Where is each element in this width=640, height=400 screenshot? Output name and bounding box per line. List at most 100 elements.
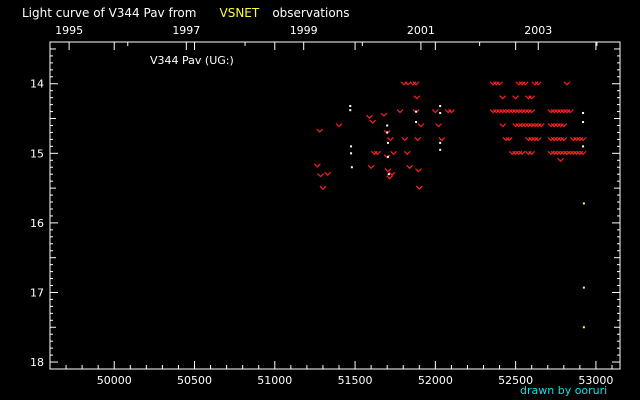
upper-limit-point	[403, 150, 411, 156]
upper-limit-point	[366, 114, 373, 119]
y-tick-label: 18	[30, 356, 44, 369]
visual-observation-point	[439, 141, 442, 144]
upper-limit-point	[386, 175, 394, 180]
visual-observation-point	[415, 121, 418, 124]
visual-observation-point	[386, 131, 389, 134]
upper-limit-point	[386, 136, 394, 142]
axes: 50000 50500 51000 51500 52000 52500 53000 1995 1…	[30, 24, 620, 387]
x-tick-label: 50000	[97, 374, 132, 387]
upper-limit-point	[367, 164, 375, 170]
upper-limit-point	[505, 136, 513, 142]
upper-limit-point	[447, 109, 455, 114]
year-tick-label: 1995	[55, 24, 83, 37]
year-tick-label: 1999	[290, 24, 318, 37]
x-tick-label: 51500	[338, 374, 373, 387]
visual-observation-point	[350, 166, 353, 169]
upper-limit-point	[496, 81, 504, 86]
upper-limit-point	[499, 95, 507, 100]
upper-limit-point	[374, 150, 381, 156]
upper-limit-point	[384, 168, 392, 173]
upper-limit-point	[396, 109, 404, 114]
upper-limit-point	[369, 119, 377, 124]
data-points	[313, 81, 587, 329]
photographic-observation-point	[582, 202, 585, 205]
chart-title-source: VSNET	[220, 6, 260, 20]
upper-limit-point	[413, 95, 421, 100]
upper-limit-point	[537, 123, 545, 128]
upper-limit-point	[560, 123, 568, 128]
photographic-observation-point	[582, 286, 585, 289]
upper-limit-point	[438, 136, 446, 142]
upper-limit-point	[388, 171, 396, 177]
upper-limit-point	[383, 154, 391, 159]
upper-limit-point	[383, 130, 391, 135]
year-tick-label: 2001	[407, 24, 435, 37]
y-tick-label: 15	[30, 147, 44, 160]
x-tick-label: 51000	[257, 374, 292, 387]
upper-limit-point	[319, 185, 327, 190]
upper-limit-point	[579, 136, 587, 142]
x-tick-label: 52000	[418, 374, 453, 387]
visual-observation-point	[582, 111, 585, 114]
upper-limit-point	[579, 150, 587, 156]
upper-limit-point	[560, 136, 568, 142]
chart-title-prefix: Light curve of V344 Pav from	[22, 6, 196, 20]
y-tick-label: 17	[30, 286, 44, 299]
upper-limit-point	[415, 185, 423, 190]
upper-limit-point	[563, 81, 571, 86]
visual-observation-point	[582, 145, 585, 148]
upper-limit-point	[313, 163, 321, 168]
visual-observation-point	[415, 110, 418, 113]
upper-limit-point	[518, 150, 526, 156]
upper-limit-point	[417, 123, 425, 128]
visual-observation-point	[386, 155, 389, 158]
visual-observation-point	[439, 111, 442, 114]
visual-observation-point	[386, 141, 389, 144]
upper-limit-point	[335, 123, 343, 128]
upper-limit-point	[406, 164, 414, 170]
upper-limit-point	[431, 109, 439, 114]
visual-observation-point	[387, 173, 390, 176]
visual-observation-point	[349, 105, 352, 108]
year-tick-label: 1997	[172, 24, 200, 37]
visual-observation-point	[349, 109, 352, 112]
photographic-observation-point	[582, 326, 585, 329]
x-tick-label: 52500	[498, 374, 533, 387]
plot-frame	[49, 41, 621, 370]
upper-limit-point	[521, 81, 529, 86]
upper-limit-point	[534, 81, 542, 86]
visual-observation-point	[350, 152, 353, 155]
upper-limit-point	[557, 157, 565, 163]
visual-observation-point	[582, 121, 585, 124]
upper-limit-point	[412, 81, 420, 86]
upper-limit-point	[534, 136, 542, 142]
upper-limit-point	[317, 173, 324, 178]
star-annotation: V344 Pav (UG:)	[150, 54, 234, 67]
chart-title-suffix: observations	[272, 6, 349, 20]
chart-title: Light curve of V344 Pav from VSNET obser…	[22, 2, 350, 21]
visual-observation-point	[350, 145, 353, 148]
upper-limit-point	[324, 171, 332, 177]
upper-limit-point	[499, 123, 507, 128]
year-tick-label: 2003	[524, 24, 552, 37]
upper-limit-point	[390, 150, 398, 156]
x-tick-label: 53000	[578, 374, 613, 387]
upper-limit-point	[566, 109, 574, 114]
upper-limit-point	[414, 136, 422, 142]
upper-limit-point	[528, 150, 536, 156]
visual-observation-point	[386, 124, 389, 127]
upper-limit-point	[316, 128, 324, 133]
visual-observation-point	[439, 105, 442, 108]
credit-text: drawn by ooruri	[520, 384, 607, 397]
upper-limit-point	[415, 168, 422, 173]
upper-limit-point	[528, 95, 536, 100]
upper-limit-point	[512, 95, 520, 100]
upper-limit-point	[435, 123, 442, 128]
upper-limit-point	[401, 136, 409, 142]
y-tick-label: 14	[30, 78, 44, 91]
y-tick-label: 16	[30, 217, 44, 230]
upper-limit-point	[380, 112, 388, 117]
upper-limit-point	[528, 109, 536, 114]
x-tick-label: 50500	[177, 374, 212, 387]
